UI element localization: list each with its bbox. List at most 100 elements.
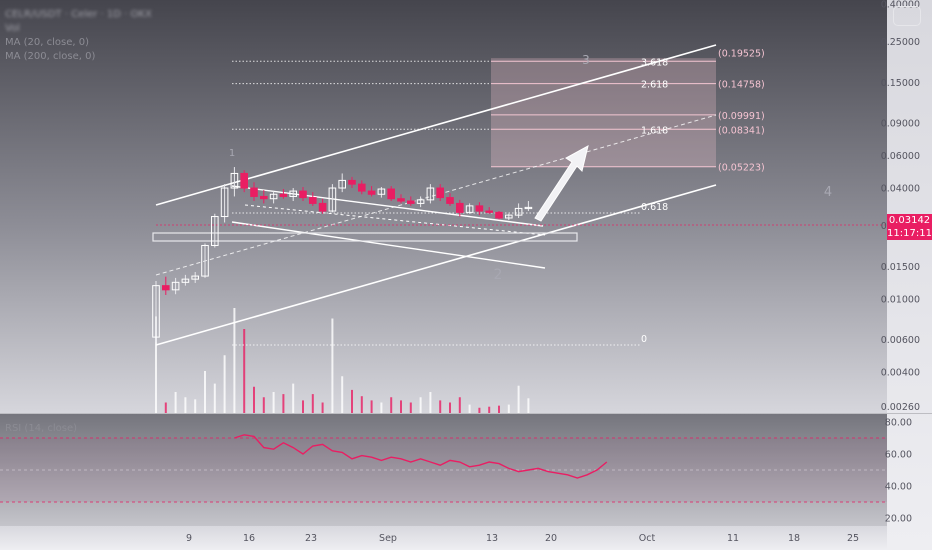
wedge-line[interactable] [244,204,546,236]
countdown-badge: 11:17:11 [887,227,932,240]
volume-bar [527,398,530,413]
volume-bar [449,402,451,413]
candle-body [456,202,464,213]
candle-body [485,210,493,213]
volume-bar [331,318,334,413]
wave-label: 2 [494,267,503,283]
price-tick-label: 0.04000 [881,184,920,195]
support-zone[interactable] [152,232,578,242]
rsi-band-fill [0,438,887,502]
volume-bar [517,385,520,413]
candle-body [299,190,307,199]
volume-legend: Vol [5,23,20,34]
rsi-line [234,434,608,479]
price-tick-label: 0.06000 [881,151,920,162]
rsi-tick-label: 40.00 [885,482,912,493]
fib-ratio-label: 0 [641,334,647,345]
rsi-tick-label: 80.00 [885,418,912,429]
price-tick-label: 0.00400 [881,368,920,379]
time-tick-label: Oct [639,533,656,544]
volume-bar [321,402,324,413]
channel-line[interactable] [155,184,717,346]
rsi-tick-label: 20.00 [885,514,912,525]
volume-bar [400,400,402,413]
volume-bar [341,376,344,413]
candle-body [407,200,415,204]
volume-bar [174,392,177,413]
volume-bar [498,405,500,413]
fib-ratio-label: 2.618 [641,80,668,91]
volume-bar [380,402,383,413]
fib-extension[interactable]: 3.618(0.19525)2.618(0.14758)(0.09991)1.6… [232,48,765,346]
candle-body [162,285,170,291]
volume-bar [390,397,393,413]
volume-bar [488,406,491,413]
candle-body [289,190,297,197]
candle-body [211,216,219,246]
time-axis[interactable]: 9 16 23 Sep 13 20 Oct 11 18 25 [186,533,859,544]
fib-ratio-label: 1.618 [641,125,668,136]
volume-bar [155,316,157,413]
volume-bar [262,397,265,413]
candle-body [250,187,258,197]
channel-line[interactable] [155,44,717,206]
volume-bars [155,308,530,413]
fib-ratio-label: 0.618 [641,202,668,213]
volume-bar [360,396,363,413]
price-tick-label: 0.25000 [881,37,920,48]
fib-zone[interactable] [491,58,716,167]
wave-label: 4 [824,185,832,200]
wedge-line[interactable] [231,221,546,269]
volume-bar [204,371,206,413]
candle-body [181,278,190,283]
candle-body [495,211,503,219]
volume-bar [233,308,236,413]
time-tick-label: 11 [727,533,739,544]
rsi-legend[interactable]: RSI (14, close) [5,423,78,434]
price-tick-label: 0.09000 [881,119,920,130]
candle-body [191,275,199,280]
price-tick-label: 0.15000 [881,78,920,89]
time-tick-label: 16 [243,533,255,544]
volume-bar [351,389,353,413]
time-tick-label: 9 [186,533,192,544]
volume-bar [253,386,255,413]
candle-body [260,195,268,200]
candle-body [514,207,523,216]
volume-bar [164,402,167,413]
price-tick-label: 0.00260 [881,402,920,413]
ma20-legend[interactable]: MA (20, close, 0) [5,37,90,48]
candle-body [465,205,474,213]
candle-body [348,179,356,185]
volume-bar [292,383,295,413]
candle-body [201,244,209,277]
fib-price-label: (0.05223) [718,163,765,174]
ma200-legend[interactable]: MA (200, close, 0) [5,51,96,62]
fib-price-label: (0.19525) [718,48,765,59]
time-tick-label: 18 [788,533,800,544]
menu-button[interactable] [893,6,921,26]
candle-body [230,172,239,189]
candle-body [446,197,454,204]
fib-price-label: (0.09991) [718,111,765,122]
volume-bar [419,397,422,413]
candle-body [416,199,425,204]
candle-body [387,188,395,200]
volume-bar [282,394,285,413]
volume-bar [468,404,471,413]
channel-midline[interactable] [155,114,717,276]
candle-body [269,193,278,200]
projection-arrow[interactable] [534,145,589,222]
candle-body [377,188,386,195]
time-tick-label: Sep [379,533,397,544]
wave-label: 3 [582,53,590,67]
volume-bar [429,392,432,413]
candle-body [240,172,248,189]
rsi-indicator: 80.00 60.00 40.00 20.00 [0,418,912,525]
candle-body [436,187,444,199]
price-tick-label: 0.01500 [881,262,920,273]
candles [152,167,533,343]
main-pane-background [0,0,887,413]
candle-body [328,187,337,212]
